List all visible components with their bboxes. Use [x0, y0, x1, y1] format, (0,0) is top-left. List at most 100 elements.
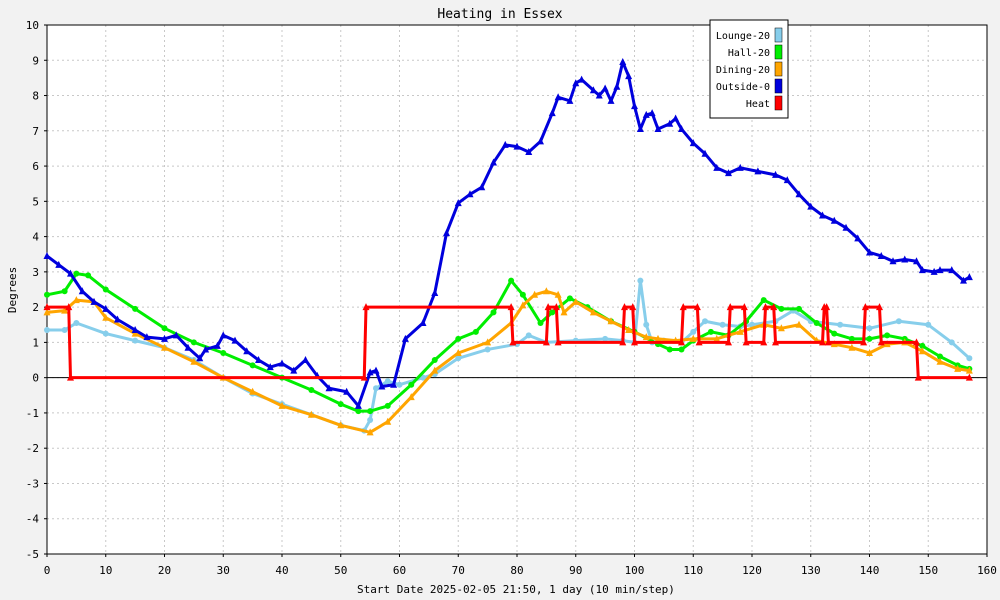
x-tick-label: 100 [625, 564, 645, 577]
y-tick-label: 10 [26, 19, 39, 32]
data-point [625, 326, 633, 334]
data-point [613, 82, 621, 90]
plot-frame [46, 24, 988, 555]
data-point [701, 149, 709, 157]
data-point [362, 303, 370, 311]
data-point [278, 359, 286, 367]
data-point [255, 356, 262, 364]
data-point [61, 306, 69, 314]
data-point [196, 354, 204, 362]
y-tick-label: 5 [32, 195, 39, 208]
legend-label: Lounge-20 [716, 31, 770, 42]
data-point [914, 373, 922, 381]
legend-swatch [774, 61, 783, 77]
data-point [702, 318, 708, 325]
data-point [866, 335, 873, 342]
data-point [132, 337, 139, 344]
data-point [44, 327, 50, 334]
data-point [837, 321, 844, 328]
data-point [443, 229, 450, 237]
legend-label: Heat [746, 99, 770, 110]
data-point [877, 251, 885, 259]
y-tick-label: 6 [32, 160, 39, 173]
data-point [866, 348, 873, 356]
x-tick-label: 60 [393, 564, 406, 577]
data-point [895, 318, 902, 325]
data-point [666, 346, 673, 353]
data-point [901, 255, 909, 263]
data-point [454, 199, 462, 207]
data-point [642, 110, 650, 118]
data-point [884, 332, 891, 339]
data-point [713, 334, 721, 342]
data-point [431, 366, 439, 374]
data-point [542, 338, 550, 346]
data-point [419, 319, 427, 327]
data-point [360, 373, 368, 381]
data-point [509, 338, 517, 346]
data-point [378, 382, 386, 390]
data-point [819, 211, 826, 219]
data-point [249, 362, 256, 369]
data-point [420, 374, 426, 381]
data-point [678, 346, 685, 353]
data-point [693, 303, 701, 311]
data-point [384, 378, 391, 385]
data-point [308, 387, 315, 394]
data-point [390, 380, 398, 388]
data-point [824, 338, 832, 346]
data-point [372, 366, 380, 374]
x-tick-label: 10 [99, 564, 112, 577]
data-point [831, 330, 838, 337]
x-tick-label: 140 [860, 564, 880, 577]
data-point [114, 315, 121, 323]
y-tick-label: 9 [32, 54, 39, 67]
data-point [819, 338, 826, 346]
data-point [913, 338, 920, 346]
data-point [161, 343, 168, 351]
data-point [795, 320, 803, 328]
y-tick-label: -5 [26, 548, 39, 561]
data-point [807, 202, 815, 210]
data-point [740, 303, 748, 311]
data-point [772, 170, 779, 178]
data-point [877, 338, 885, 346]
data-point [866, 325, 873, 332]
data-point [384, 402, 391, 409]
data-point [725, 338, 732, 346]
data-point [537, 137, 544, 145]
data-point [589, 86, 597, 94]
data-point [508, 277, 515, 284]
data-point [466, 190, 474, 198]
data-point [78, 287, 86, 295]
data-point [607, 96, 615, 104]
data-point [43, 308, 51, 316]
data-point [813, 320, 820, 327]
data-point [454, 348, 462, 356]
data-point [132, 305, 139, 312]
legend-label: Hall-20 [728, 48, 770, 59]
data-point [337, 401, 344, 408]
data-point [678, 125, 685, 133]
data-point [548, 109, 556, 117]
data-point [760, 297, 767, 304]
data-point [795, 190, 803, 198]
x-tick-label: 160 [977, 564, 997, 577]
data-point [860, 338, 868, 346]
data-point [918, 347, 926, 355]
data-point [219, 331, 227, 339]
legend-swatch [774, 27, 783, 43]
data-point [102, 286, 109, 293]
data-point [954, 364, 962, 372]
data-point [478, 183, 486, 191]
data-point [854, 234, 862, 242]
data-point [408, 381, 415, 388]
chart-title: Heating in Essex [437, 7, 562, 22]
data-point [554, 93, 562, 101]
y-tick-label: -4 [26, 513, 40, 526]
x-tick-label: 130 [801, 564, 821, 577]
data-point [566, 295, 573, 302]
data-point [619, 58, 627, 66]
x-tick-label: 40 [275, 564, 288, 577]
